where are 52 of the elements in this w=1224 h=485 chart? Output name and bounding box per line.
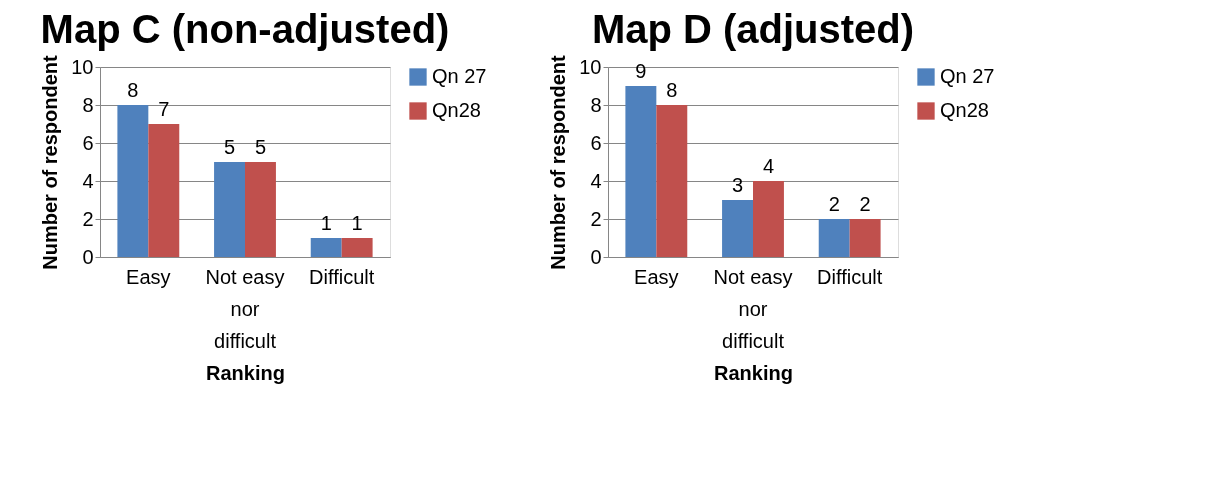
bar bbox=[245, 162, 276, 257]
bar bbox=[148, 124, 180, 257]
chart-title: Map D (adjusted) bbox=[591, 6, 915, 51]
legend-label: Qn 27 bbox=[432, 65, 487, 87]
data-label: 8 bbox=[666, 79, 678, 101]
chart-title: Map C (non-adjusted) bbox=[40, 6, 450, 51]
y-tick-label: 10 bbox=[579, 55, 602, 78]
y-tick-label: 2 bbox=[590, 207, 602, 230]
legend-label: Qn28 bbox=[940, 99, 989, 121]
y-tick-label: 2 bbox=[82, 207, 94, 230]
x-tick-label: Easy bbox=[126, 265, 171, 288]
data-label: 1 bbox=[320, 212, 332, 234]
data-label: 2 bbox=[828, 193, 840, 215]
y-tick-label: 4 bbox=[590, 169, 602, 192]
x-tick-label: Easy bbox=[634, 265, 679, 288]
x-tick-label: Difficult bbox=[817, 265, 883, 288]
x-tick-label: Difficult bbox=[309, 265, 375, 288]
y-tick-label: 0 bbox=[590, 245, 602, 268]
data-label: 9 bbox=[635, 60, 647, 82]
data-label: 1 bbox=[351, 212, 363, 234]
bar bbox=[656, 105, 688, 257]
y-tick-label: 4 bbox=[82, 169, 94, 192]
x-axis-title: Ranking bbox=[714, 361, 793, 384]
data-label: 8 bbox=[127, 79, 139, 101]
y-tick-label: 8 bbox=[82, 93, 94, 116]
legend-label: Qn28 bbox=[432, 99, 481, 121]
data-label: 3 bbox=[731, 174, 744, 196]
y-axis-title: Number of respondent bbox=[39, 54, 62, 270]
bar bbox=[341, 238, 373, 257]
data-label: 4 bbox=[762, 155, 775, 177]
x-axis-title: Ranking bbox=[206, 361, 285, 384]
y-tick-label: 6 bbox=[590, 131, 602, 154]
y-axis-title: Number of respondent bbox=[547, 54, 570, 270]
x-tick-label: Not easy nor difficult bbox=[205, 265, 285, 352]
bar bbox=[753, 181, 784, 257]
data-label: 7 bbox=[158, 98, 170, 120]
x-tick-label: Not easy nor difficult bbox=[713, 265, 793, 352]
y-tick-label: 6 bbox=[82, 131, 94, 154]
bar bbox=[310, 238, 342, 257]
bar bbox=[849, 219, 881, 257]
data-label: 5 bbox=[223, 136, 236, 158]
bar bbox=[818, 219, 850, 257]
bar bbox=[214, 162, 245, 257]
y-tick-label: 8 bbox=[590, 93, 602, 116]
data-label: 5 bbox=[254, 136, 267, 158]
y-tick-label: 0 bbox=[82, 245, 94, 268]
bar bbox=[117, 105, 149, 257]
y-tick-label: 10 bbox=[71, 55, 94, 78]
legend-label: Qn 27 bbox=[940, 65, 995, 87]
bar bbox=[625, 86, 657, 257]
data-label: 2 bbox=[859, 193, 871, 215]
bar bbox=[722, 200, 753, 257]
